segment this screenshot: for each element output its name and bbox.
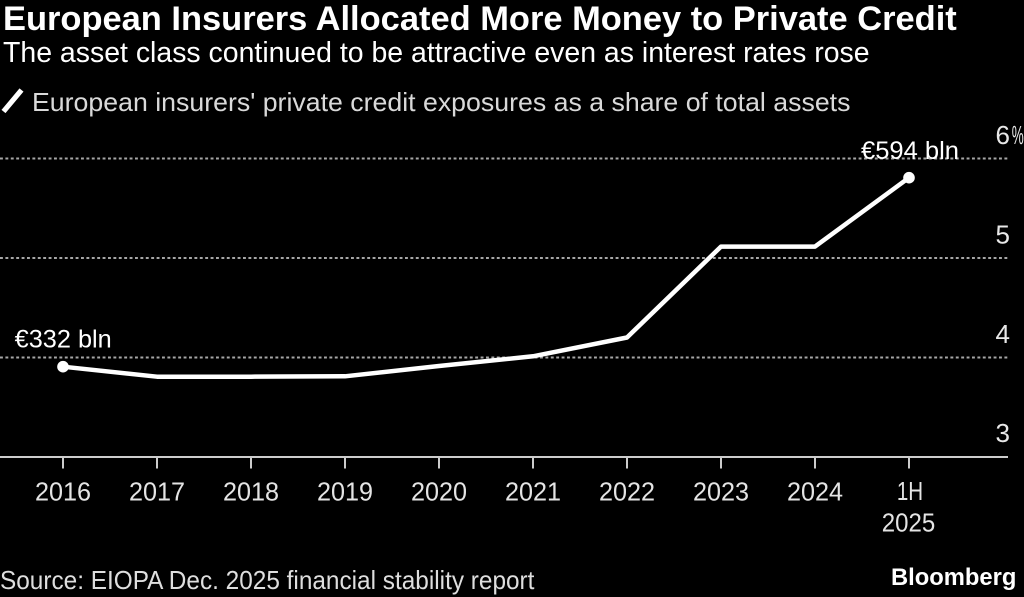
svg-text:3: 3 (996, 418, 1010, 448)
svg-text:5: 5 (996, 219, 1010, 249)
svg-text:2020: 2020 (411, 477, 467, 507)
svg-text:€594 bln: €594 bln (861, 137, 959, 165)
svg-text:€332 bln: €332 bln (15, 325, 112, 353)
svg-text:2018: 2018 (223, 477, 279, 507)
svg-text:1H: 1H (897, 476, 923, 506)
svg-text:%: % (1012, 120, 1024, 150)
svg-text:2021: 2021 (505, 477, 561, 507)
svg-text:2023: 2023 (693, 477, 749, 507)
svg-text:2022: 2022 (599, 477, 655, 507)
svg-text:4: 4 (996, 319, 1010, 349)
svg-text:2019: 2019 (317, 477, 373, 507)
svg-text:2017: 2017 (129, 477, 185, 507)
svg-text:2016: 2016 (35, 477, 91, 507)
svg-text:2024: 2024 (787, 477, 843, 507)
svg-text:2025: 2025 (882, 508, 935, 538)
svg-text:6: 6 (996, 120, 1010, 150)
